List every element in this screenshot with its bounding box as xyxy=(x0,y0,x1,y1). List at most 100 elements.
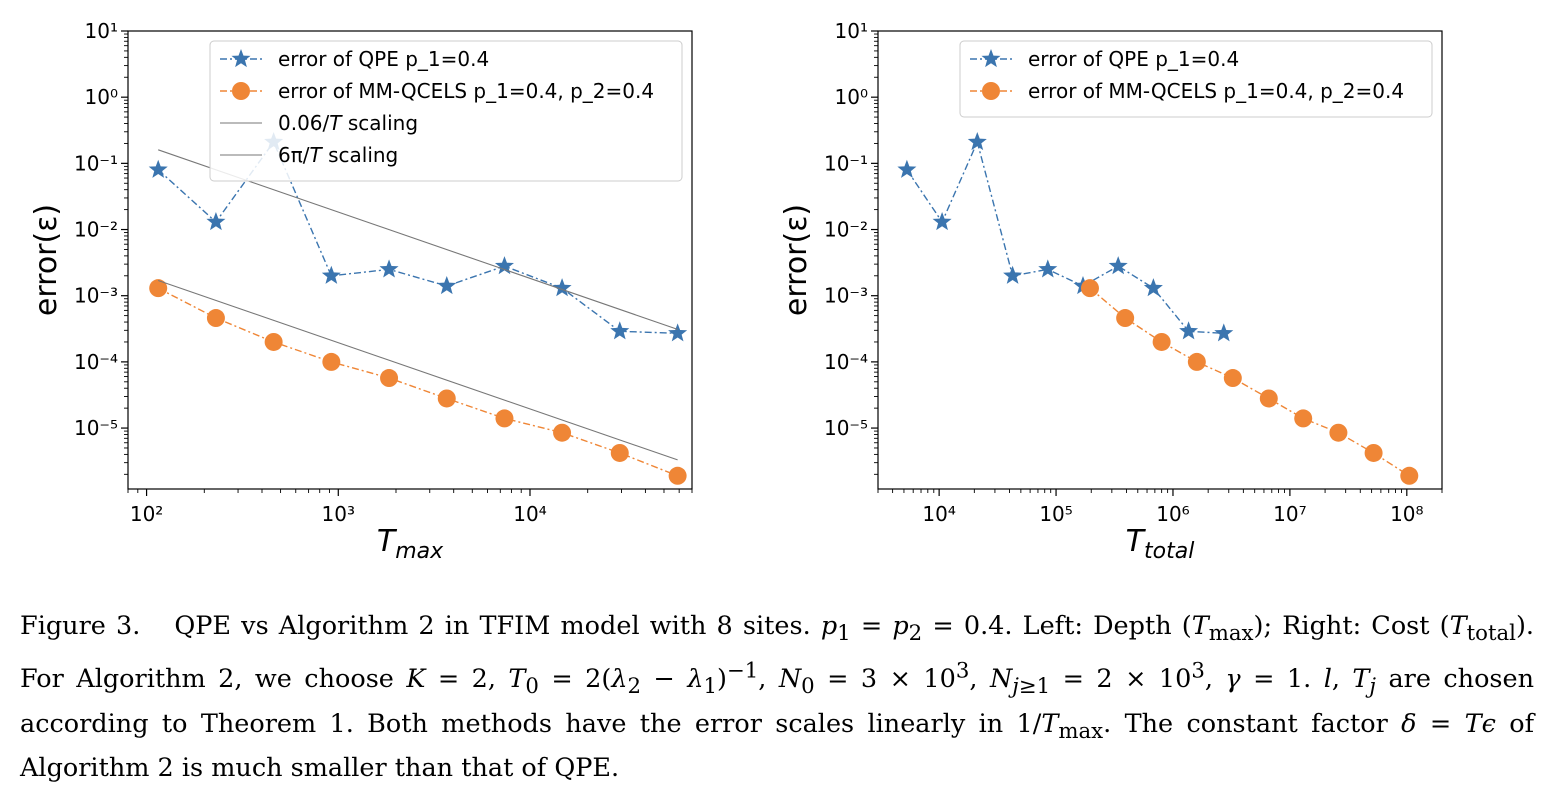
y-axis: 10⁻⁵ 10⁻⁴ 10⁻³ 10⁻² 10⁻¹ 10⁰ 10¹ xyxy=(824,19,878,475)
star-marker xyxy=(1214,323,1234,342)
y-tick-label: 10⁻⁴ xyxy=(74,350,118,374)
x-tick-label: 10⁴ xyxy=(922,502,955,526)
plot-frame xyxy=(127,30,693,490)
star-marker xyxy=(321,265,341,284)
circle-marker xyxy=(149,279,168,298)
circle-marker xyxy=(553,423,572,442)
figure: 10² 10³ 10⁴ 10⁻⁵ 10⁻⁴ 10⁻³ 10⁻² 10⁻¹ 10⁰ 10¹ Tmax e… xyxy=(29,19,1443,564)
series-4 xyxy=(158,279,678,461)
circle-marker xyxy=(322,352,341,371)
y-tick-label: 10¹ xyxy=(835,19,868,43)
circle-marker xyxy=(1187,352,1206,371)
circle-marker xyxy=(264,332,283,351)
circle-marker xyxy=(610,443,629,462)
star-marker xyxy=(552,278,572,297)
y-tick-label: 10⁻³ xyxy=(74,284,118,308)
circle-marker xyxy=(1364,443,1383,462)
star-marker xyxy=(1179,321,1199,340)
y-tick-label: 10⁻⁴ xyxy=(824,350,868,374)
y-tick-label: 10⁻² xyxy=(824,218,868,242)
star-marker xyxy=(967,132,987,151)
series-line xyxy=(157,140,678,334)
y-tick-label: 10⁻¹ xyxy=(74,151,118,175)
x-axis: 10⁴ 10⁵ 10⁶ 10⁷ 10⁸ xyxy=(877,489,1443,526)
legend-star-marker xyxy=(981,49,1001,68)
legend-label: error of QPE p_1=0.4 xyxy=(1028,47,1239,71)
circle-marker xyxy=(495,409,514,428)
star-marker xyxy=(148,159,168,178)
figure-svg: 10² 10³ 10⁴ 10⁻⁵ 10⁻⁴ 10⁻³ 10⁻² 10⁻¹ 10⁰ 10¹ Tmax e… xyxy=(29,19,1443,564)
star-marker xyxy=(437,276,457,295)
x-tick-label: 10⁵ xyxy=(1039,502,1072,526)
x-tick-label: 10⁶ xyxy=(1156,502,1189,526)
circle-marker xyxy=(668,466,687,485)
circle-marker xyxy=(380,369,399,388)
circle-marker xyxy=(1223,369,1242,388)
star-marker xyxy=(897,159,917,178)
caption-text: QPE vs Algorithm 2 in TFIM model with 8 … xyxy=(20,611,1535,784)
circle-marker xyxy=(1116,309,1135,328)
star-marker xyxy=(1003,265,1023,284)
legend-star-marker xyxy=(231,49,251,68)
caption-label: Figure 3. xyxy=(20,611,141,641)
legend-label: error of QPE p_1=0.4 xyxy=(278,47,489,71)
x-axis-label: Tmax xyxy=(377,524,444,564)
legend-label: 6π/T scaling xyxy=(278,143,398,167)
star-marker xyxy=(1143,278,1163,297)
y-tick-label: 10⁻¹ xyxy=(824,151,868,175)
circle-marker xyxy=(206,309,225,328)
legend-label: error of MM-QCELS p_1=0.4, p_2=0.4 xyxy=(1028,79,1404,103)
star-marker xyxy=(932,211,952,231)
y-tick-label: 10⁻³ xyxy=(824,284,868,308)
star-marker xyxy=(206,211,226,231)
y-axis-label: error(ε) xyxy=(29,204,64,316)
series-line xyxy=(158,279,678,461)
star-marker xyxy=(494,256,514,275)
series-line xyxy=(906,139,1224,334)
legend-box xyxy=(209,40,683,182)
star-marker xyxy=(1038,259,1058,278)
y-axis-label: error(ε) xyxy=(779,204,814,316)
x-tick-label: 10² xyxy=(130,502,163,526)
series-line xyxy=(1089,287,1410,477)
series-1 xyxy=(148,132,688,342)
legend-circle-marker xyxy=(232,82,250,100)
circle-marker xyxy=(1080,279,1099,298)
star-marker xyxy=(379,259,399,278)
circle-marker xyxy=(1329,423,1348,442)
legend-box xyxy=(959,40,1433,118)
x-tick-label: 10⁷ xyxy=(1273,502,1306,526)
figure-caption: Figure 3. QPE vs Algorithm 2 in TFIM mode… xyxy=(20,608,1534,788)
star-marker xyxy=(610,321,630,340)
legend-label: 0.06/T scaling xyxy=(278,111,418,135)
y-tick-label: 10⁰ xyxy=(835,85,868,109)
y-tick-label: 10⁻² xyxy=(74,218,118,242)
series-1 xyxy=(897,132,1234,342)
y-tick-label: 10⁰ xyxy=(85,85,118,109)
legend-label: error of MM-QCELS p_1=0.4, p_2=0.4 xyxy=(278,79,654,103)
plot-frame xyxy=(877,30,1443,490)
x-tick-label: 10⁴ xyxy=(513,502,546,526)
x-tick-label: 10⁸ xyxy=(1390,502,1423,526)
circle-marker xyxy=(1259,389,1278,408)
x-axis-label: Ttotal xyxy=(1126,524,1195,564)
y-axis: 10⁻⁵ 10⁻⁴ 10⁻³ 10⁻² 10⁻¹ 10⁰ 10¹ xyxy=(74,19,128,475)
x-axis: 10² 10³ 10⁴ xyxy=(127,489,693,526)
star-marker xyxy=(1108,256,1128,275)
series-line xyxy=(157,287,678,477)
series-2 xyxy=(1080,279,1419,485)
chart-right: 10⁴ 10⁵ 10⁶ 10⁷ 10⁸10⁻⁵10⁻⁴10⁻³10⁻²10⁻¹10⁰10… xyxy=(779,19,1443,564)
circle-marker xyxy=(437,389,456,408)
legend-circle-marker xyxy=(982,82,1000,100)
circle-marker xyxy=(1400,466,1419,485)
series-2 xyxy=(149,279,687,485)
chart-left: 10² 10³ 10⁴ 10⁻⁵ 10⁻⁴ 10⁻³ 10⁻² 10⁻¹ 10⁰ 10¹ Tmax e… xyxy=(29,19,693,564)
circle-marker xyxy=(1152,332,1171,351)
star-marker xyxy=(668,323,688,342)
x-tick-label: 10³ xyxy=(322,502,355,526)
y-tick-label: 10⁻⁵ xyxy=(824,416,868,440)
circle-marker xyxy=(1294,409,1313,428)
y-tick-label: 10¹ xyxy=(85,19,118,43)
